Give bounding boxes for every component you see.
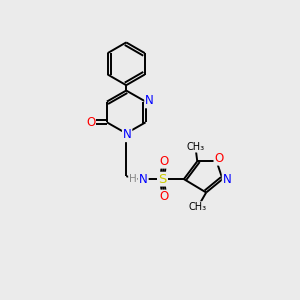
Text: O: O bbox=[159, 155, 169, 168]
Text: O: O bbox=[86, 116, 95, 129]
Text: N: N bbox=[123, 128, 131, 141]
Text: CH₃: CH₃ bbox=[187, 142, 205, 152]
Text: S: S bbox=[158, 172, 167, 186]
Text: O: O bbox=[214, 152, 224, 165]
Text: H: H bbox=[129, 173, 136, 184]
Text: O: O bbox=[159, 190, 169, 203]
Text: N: N bbox=[145, 94, 154, 107]
Text: CH₃: CH₃ bbox=[188, 202, 206, 212]
Text: N: N bbox=[223, 172, 231, 186]
Text: N: N bbox=[139, 172, 148, 186]
